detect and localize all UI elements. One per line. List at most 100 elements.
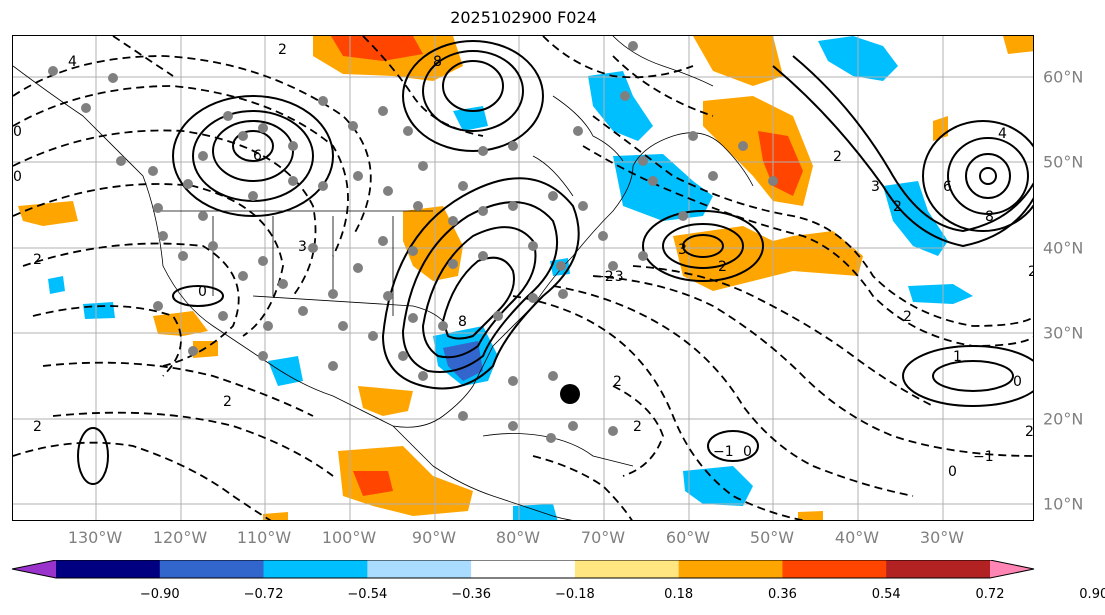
solid-contours bbox=[77, 40, 1033, 485]
contour-labels: 2 6 8 4 3 8 3 2 2 3 6 8 4 1 0 −2 −3 −1 0… bbox=[13, 42, 1034, 480]
contour-label: 2 bbox=[903, 309, 912, 325]
contour-label: 2 bbox=[633, 419, 642, 435]
colorbar-extend-high bbox=[990, 560, 1034, 578]
fill-red bbox=[353, 471, 393, 496]
fill-orange bbox=[1003, 36, 1033, 54]
contour-label: 2 bbox=[278, 42, 287, 58]
fill-orange bbox=[193, 341, 218, 358]
colorbar-tick-label: 0.72 bbox=[975, 587, 1005, 602]
contour-label: 2 bbox=[223, 394, 232, 410]
weather-map: 2 6 8 4 3 8 3 2 2 3 6 8 4 1 0 −2 −3 −1 0… bbox=[13, 36, 1034, 520]
colorbar-segment bbox=[159, 560, 265, 578]
fill-red bbox=[331, 36, 423, 61]
lon-label: 100°W bbox=[321, 528, 377, 547]
storm-marker bbox=[560, 384, 580, 404]
colorbar-segment bbox=[471, 560, 576, 578]
contour-label: 0 bbox=[198, 284, 207, 300]
fill-blue bbox=[268, 356, 303, 386]
colorbar-segment bbox=[367, 560, 472, 578]
lat-label: 40°N bbox=[1043, 238, 1084, 258]
fill-blue bbox=[83, 302, 115, 319]
contour-label: 2 bbox=[613, 374, 622, 390]
lat-label: 10°N bbox=[1043, 494, 1084, 514]
colorbar-segments bbox=[11, 560, 1035, 579]
fill-orange bbox=[338, 446, 473, 516]
contour-label: 2 bbox=[33, 252, 42, 268]
fill-red bbox=[758, 131, 803, 196]
contour-label: −3 bbox=[603, 269, 624, 285]
coastlines bbox=[13, 36, 754, 520]
contour-label: 3 bbox=[678, 242, 687, 258]
contour-label: 8 bbox=[433, 54, 442, 70]
anomaly-fills bbox=[18, 36, 1033, 520]
fill-orange bbox=[703, 96, 813, 206]
contour-label: 2 bbox=[1025, 424, 1034, 440]
dashed-contours bbox=[13, 36, 1033, 520]
colorbar-extend-low bbox=[12, 560, 56, 578]
fill-blue bbox=[883, 181, 948, 256]
fill-blue bbox=[513, 504, 558, 520]
contour-label: 6 bbox=[943, 179, 952, 195]
colorbar-tick-label: −0.72 bbox=[243, 587, 284, 602]
contour-label: 0 bbox=[13, 124, 22, 140]
fill-orange bbox=[693, 36, 783, 86]
lat-label: 20°N bbox=[1043, 409, 1084, 429]
map-panel: 2 6 8 4 3 8 3 2 2 3 6 8 4 1 0 −2 −3 −1 0… bbox=[12, 35, 1034, 521]
colorbar-tick-label: 0.54 bbox=[871, 587, 901, 602]
contour-label: 0 bbox=[948, 464, 957, 480]
contour-label: 0 bbox=[1013, 374, 1022, 390]
lat-label: 60°N bbox=[1043, 67, 1084, 87]
colorbar-tick-label: −0.90 bbox=[139, 587, 180, 602]
lat-label: 30°N bbox=[1043, 323, 1084, 343]
colorbar bbox=[11, 560, 1035, 579]
fill-blue bbox=[908, 284, 973, 304]
fill-blue bbox=[453, 106, 488, 131]
lon-label: 40°W bbox=[834, 528, 880, 547]
colorbar-segment bbox=[782, 560, 887, 578]
colorbar-tick-label: 0.90 bbox=[1079, 587, 1105, 602]
colorbar-segment bbox=[886, 560, 991, 578]
lon-label: 110°W bbox=[236, 528, 292, 547]
contour-label: 6 bbox=[253, 148, 262, 164]
graticule bbox=[13, 36, 1033, 520]
fill-blue bbox=[48, 276, 65, 294]
colorbar-segment bbox=[56, 560, 161, 578]
contour-label: 8 bbox=[985, 209, 994, 225]
fill-orange bbox=[263, 512, 288, 520]
contour-label: 1 bbox=[953, 349, 962, 365]
fill-blue bbox=[613, 154, 713, 221]
contour-label: −1 bbox=[973, 449, 994, 465]
fill-orange bbox=[798, 511, 823, 520]
contour-label: −2 bbox=[593, 269, 614, 285]
contour-label: 3 bbox=[298, 239, 307, 255]
lon-label: 130°W bbox=[67, 528, 123, 547]
colorbar-segment bbox=[574, 560, 680, 578]
lon-label: 80°W bbox=[495, 528, 541, 547]
colorbar-tick-label: −0.18 bbox=[554, 587, 595, 602]
colorbar-segment bbox=[263, 560, 368, 578]
contour-label: 2 bbox=[1028, 264, 1034, 280]
contour-label: 2 bbox=[33, 419, 42, 435]
contour-label: 8 bbox=[458, 314, 467, 330]
contour-label: 0 bbox=[13, 169, 22, 185]
lon-label: 120°W bbox=[152, 528, 208, 547]
lon-label: 30°W bbox=[919, 528, 965, 547]
contour-label: 3 bbox=[871, 179, 880, 195]
fill-blue bbox=[683, 466, 753, 506]
contour-label: 4 bbox=[998, 126, 1007, 142]
contour-label: 0 bbox=[743, 444, 752, 460]
lon-label: 90°W bbox=[411, 528, 457, 547]
lon-label: 70°W bbox=[580, 528, 626, 547]
fill-orange bbox=[18, 201, 78, 226]
colorbar-tick-label: 0.18 bbox=[664, 587, 694, 602]
fill-orange bbox=[358, 386, 413, 416]
lat-label: 50°N bbox=[1043, 152, 1084, 172]
map-title: 2025102900 F024 bbox=[450, 8, 597, 27]
contour-label: 2 bbox=[718, 259, 727, 275]
contour-label: 2 bbox=[833, 149, 842, 165]
station-dots bbox=[48, 41, 778, 443]
colorbar-outline bbox=[11, 560, 1035, 579]
contour-label: 2 bbox=[893, 199, 902, 215]
contour-label: −1 bbox=[713, 444, 734, 460]
colorbar-tick-label: −0.36 bbox=[451, 587, 492, 602]
